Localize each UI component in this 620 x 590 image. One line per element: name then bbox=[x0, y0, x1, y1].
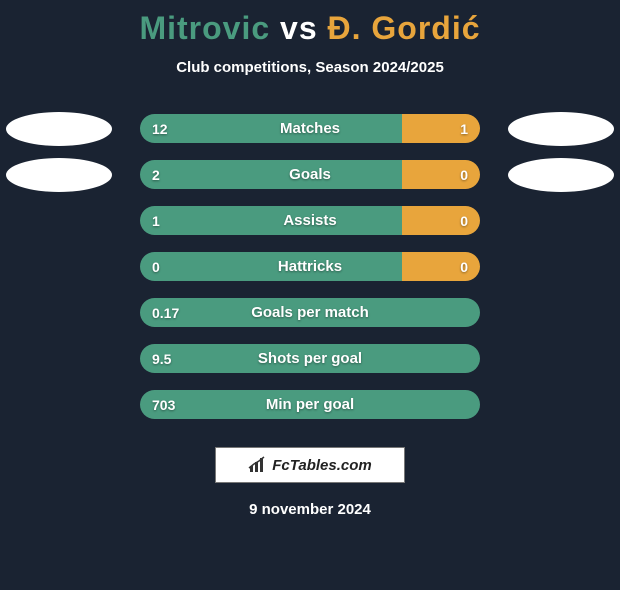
stat-value-right: 1 bbox=[460, 114, 468, 143]
stat-value-left: 2 bbox=[152, 160, 160, 189]
stat-value-left: 1 bbox=[152, 206, 160, 235]
stat-row: Assists1 0 bbox=[0, 206, 620, 235]
stat-row: Shots per goal9.5 bbox=[0, 344, 620, 373]
stat-value-left: 0 bbox=[152, 252, 160, 281]
stat-bar: Assists1 0 bbox=[140, 206, 480, 235]
stat-row: Min per goal703 bbox=[0, 390, 620, 419]
stat-row: Hattricks0 0 bbox=[0, 252, 620, 281]
stat-bar: Goals per match0.17 bbox=[140, 298, 480, 327]
subtitle: Club competitions, Season 2024/2025 bbox=[0, 59, 620, 76]
stat-row: Matches12 1 bbox=[0, 114, 620, 143]
vs-separator: vs bbox=[280, 10, 318, 46]
chart-icon bbox=[248, 456, 268, 474]
player2-badge-oval bbox=[508, 158, 614, 192]
stat-value-right: 0 bbox=[460, 160, 468, 189]
stat-row: Goals per match0.17 bbox=[0, 298, 620, 327]
stat-label: Assists bbox=[140, 206, 480, 235]
player1-name: Mitrovic bbox=[139, 10, 270, 46]
stat-rows-container: Matches121Goals20Assists10Hattricks00Goa… bbox=[0, 114, 620, 419]
stat-label: Goals bbox=[140, 160, 480, 189]
stat-bar: Shots per goal9.5 bbox=[140, 344, 480, 373]
stat-value-right: 0 bbox=[460, 206, 468, 235]
logo-text: FcTables.com bbox=[272, 457, 371, 474]
stat-row: Goals2 0 bbox=[0, 160, 620, 189]
stat-value-left: 0.17 bbox=[152, 298, 179, 327]
stat-bar: Min per goal703 bbox=[140, 390, 480, 419]
player2-name: Đ. Gordić bbox=[328, 10, 481, 46]
player1-badge-oval bbox=[6, 112, 112, 146]
footer-date: 9 november 2024 bbox=[0, 501, 620, 518]
comparison-title: Mitrovic vs Đ. Gordić bbox=[0, 10, 620, 47]
stat-bar: Matches12 1 bbox=[140, 114, 480, 143]
player1-badge-oval bbox=[6, 158, 112, 192]
player2-badge-oval bbox=[508, 112, 614, 146]
stat-bar: Goals2 0 bbox=[140, 160, 480, 189]
stat-label: Matches bbox=[140, 114, 480, 143]
stat-value-left: 12 bbox=[152, 114, 168, 143]
stat-label: Hattricks bbox=[140, 252, 480, 281]
stat-bar: Hattricks0 0 bbox=[140, 252, 480, 281]
stat-value-left: 9.5 bbox=[152, 344, 171, 373]
stat-value-left: 703 bbox=[152, 390, 175, 419]
stat-label: Min per goal bbox=[140, 390, 480, 419]
stat-label: Shots per goal bbox=[140, 344, 480, 373]
stat-value-right: 0 bbox=[460, 252, 468, 281]
stat-label: Goals per match bbox=[140, 298, 480, 327]
source-logo: FcTables.com bbox=[215, 447, 405, 483]
